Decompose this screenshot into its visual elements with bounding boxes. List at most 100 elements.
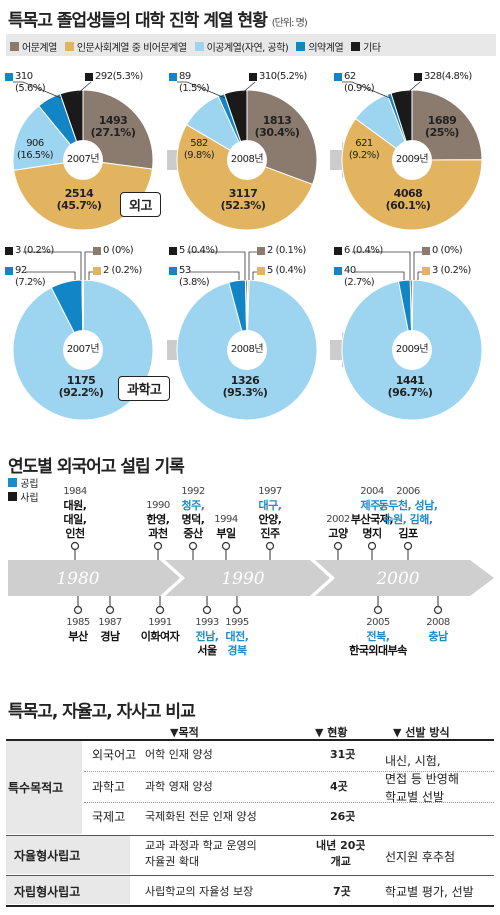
label-marker xyxy=(169,267,177,275)
decade-label: 2000 xyxy=(375,569,419,589)
school-name: 명덕, xyxy=(181,513,205,526)
pie-data-label: 53 (3.8%) xyxy=(179,265,210,288)
pie-data-label: 89 (1.5%) xyxy=(179,71,210,94)
timeline-legend: 공립 사립 xyxy=(8,478,39,506)
pie-data-label: 2514 (45.7%) xyxy=(56,187,102,212)
row-count-autonomous: 내년 20곳 개교 xyxy=(316,839,366,868)
timeline-dot xyxy=(333,541,343,551)
header-purpose: ▼목적 xyxy=(170,726,199,739)
timeline-entry: 1992 청주, 명덕, 중산 xyxy=(181,485,205,541)
timeline-year: 1992 xyxy=(181,486,205,497)
pie-data-label: 1493 (27.1%) xyxy=(90,114,136,139)
label-marker xyxy=(422,247,430,255)
pie-data-label: 0 (0%) xyxy=(432,245,463,256)
school-name: 전남, xyxy=(195,630,219,643)
timeline-entry: 1990 한영, 과천 xyxy=(146,499,170,541)
timeline-entry: 1994 부일 xyxy=(214,513,238,541)
legend-item: 이공계열(자연, 공학) xyxy=(194,39,289,54)
school-name: 과천 xyxy=(148,527,168,540)
pie-data-label: 5 (0.4%) xyxy=(179,245,218,256)
row-count: 4곳 xyxy=(330,780,348,793)
pie-data-label: 3117 (52.3%) xyxy=(220,187,266,212)
timeline-entry: 2005 전북, 한국외대부속 xyxy=(349,616,407,658)
legend-private: 사립 xyxy=(8,492,39,506)
label-marker xyxy=(169,247,177,255)
school-name: 제주, xyxy=(360,499,384,512)
timeline-dot xyxy=(105,605,115,615)
label-marker xyxy=(85,73,93,81)
timeline-dot xyxy=(265,541,275,551)
timeline-year: 1993 xyxy=(195,617,219,628)
legend-item: 인문사회계열 중 비어문계열 xyxy=(64,39,187,54)
timeline-dot xyxy=(433,605,443,615)
table-header: ▼목적 ▼ 현황 ▼ 선발 방식 xyxy=(0,722,500,739)
school-name: 대전, xyxy=(225,630,249,643)
pie-data-label: 6 (0.4%) xyxy=(344,245,383,256)
label-marker xyxy=(249,73,257,81)
row-purpose: 어학 인재 양성 xyxy=(145,748,213,761)
timeline-year: 2008 xyxy=(426,617,450,628)
school-name: 대일, xyxy=(63,513,87,526)
row-purpose: 과학 영재 양성 xyxy=(145,780,213,793)
timeline-dot xyxy=(373,605,383,615)
school-name: 서울 xyxy=(197,644,217,657)
row-name-autonomous: 자율형사립고 xyxy=(14,849,81,863)
legend-public: 공립 xyxy=(8,478,39,492)
comparison-title: 특목고, 자율고, 자사고 비교 xyxy=(8,702,196,722)
pie-center xyxy=(392,330,432,370)
header-method: ▼ 선발 방식 xyxy=(393,726,450,739)
label-marker xyxy=(422,267,430,275)
timeline-entry: 1995 대전, 경북 xyxy=(225,616,249,658)
timeline-year: 1985 xyxy=(66,617,90,628)
label-marker xyxy=(257,247,265,255)
timeline-dot xyxy=(202,605,212,615)
pie-data-label: 310 (5.6%) xyxy=(15,71,46,94)
pie-slice xyxy=(411,89,483,161)
school-name: 대원, xyxy=(63,499,87,512)
timeline-dot xyxy=(188,541,198,551)
timeline-entry: 2002 고양 xyxy=(326,513,350,541)
timeline-entry: 1993 전남, 서울 xyxy=(195,616,219,658)
timeline-dot xyxy=(232,605,242,615)
pie-center xyxy=(63,330,103,370)
timeline-dot xyxy=(73,605,83,615)
comparison-table: ▼목적 ▼ 현황 ▼ 선발 방식 특수목적고 외국어고 어학 인재 양성 31곳 과학… xyxy=(0,722,500,907)
row-name: 과학고 xyxy=(92,780,126,794)
pie-data-label: 3 (0.2%) xyxy=(432,265,471,276)
decade-label: 1980 xyxy=(56,569,99,589)
timeline-dot xyxy=(70,541,80,551)
unit-label: (단위: 명) xyxy=(271,18,308,29)
legend: 어문계열 인문사회계열 중 비어문계열 이공계열(자연, 공학) 의약계열 기타 xyxy=(10,39,381,54)
school-name: 안양, xyxy=(258,513,282,526)
pie-data-label: 5 (0.4%) xyxy=(267,265,306,276)
label-marker xyxy=(334,267,342,275)
school-name: 부산 xyxy=(68,630,88,643)
timeline-entry: 1997 대구, 안양, 진주 xyxy=(258,485,282,541)
school-name: 경북 xyxy=(227,644,247,657)
timeline-dot xyxy=(367,541,377,551)
label-marker xyxy=(5,247,13,255)
pie-data-label: 2 (0.1%) xyxy=(267,245,306,256)
legend-item: 의약계열 xyxy=(296,39,344,54)
pie-slice xyxy=(82,89,154,170)
label-marker xyxy=(93,267,101,275)
pie-data-label: 292(5.3%) xyxy=(95,71,143,82)
row-method-autonomous: 선지원 후추첨 xyxy=(385,850,456,864)
legend-swatch xyxy=(10,42,19,51)
row-count: 26곳 xyxy=(330,810,356,823)
timeline-year: 1991 xyxy=(148,617,172,628)
timeline-dot xyxy=(153,541,163,551)
pie-data-label: 1326 (95.3%) xyxy=(222,374,268,399)
school-name: 충남 xyxy=(428,630,448,643)
pie-data-label: 582 (9.8%) xyxy=(183,138,215,161)
private-swatch xyxy=(8,492,17,501)
label-marker xyxy=(5,267,13,275)
pie-center xyxy=(227,330,267,370)
row-method-independent: 학교별 평가, 선발 xyxy=(385,885,474,899)
pie-center xyxy=(63,140,103,180)
row-count: 31곳 xyxy=(330,748,356,761)
pie-year-label: 2009년 xyxy=(395,154,429,165)
school-name: 부산국제, xyxy=(350,513,394,526)
school-name: 김포 xyxy=(398,527,418,540)
row-purpose: 국제화된 전문 인재 양성 xyxy=(145,810,257,823)
